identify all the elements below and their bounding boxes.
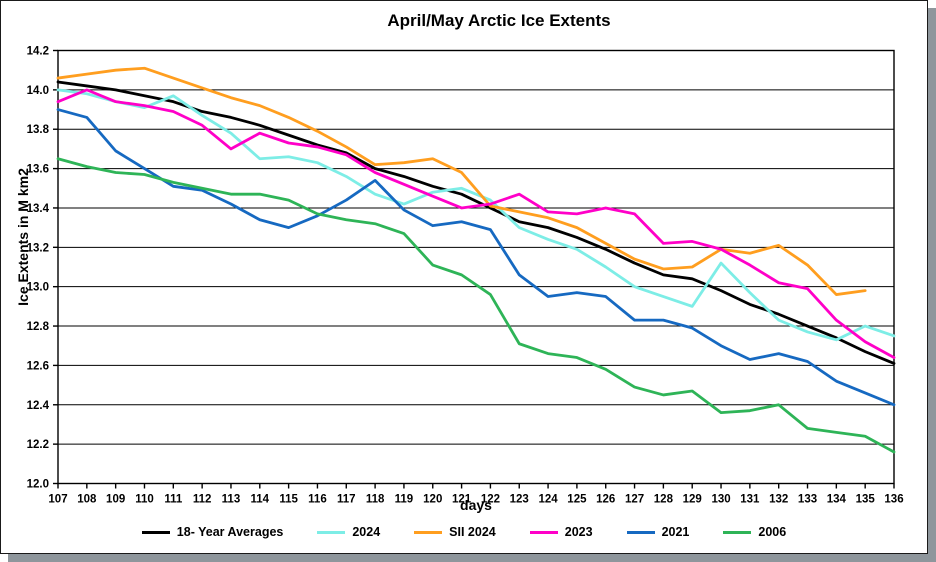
- y-tick-label: 13.6: [27, 164, 49, 176]
- y-tick-label: 13.2: [27, 242, 49, 254]
- x-tick-label: 133: [798, 494, 817, 506]
- legend-label-2023: 2023: [564, 525, 593, 539]
- x-tick-label: 119: [395, 494, 414, 506]
- x-tick-label: 132: [769, 494, 788, 506]
- x-tick-label: 126: [596, 494, 615, 506]
- x-axis-title: days: [460, 497, 492, 513]
- legend-item-18-year-averages: 18- Year Averages: [141, 525, 284, 539]
- legend-label-2006: 2006: [758, 525, 787, 539]
- x-tick-label: 122: [481, 494, 500, 506]
- series-line-18-year-averages: [56, 80, 896, 365]
- y-tick-label: 12.8: [27, 321, 50, 333]
- legend-item-2023: 2023: [529, 525, 593, 539]
- series-line-2021: [56, 108, 896, 407]
- x-tick-label: 117: [337, 494, 356, 506]
- legend-label-2024: 2024: [352, 525, 381, 539]
- chart-title: April/May Arctic Ice Extents: [387, 11, 611, 30]
- legend-item-2024: 2024: [317, 525, 380, 539]
- y-tick-label: 14.0: [27, 85, 49, 97]
- legend-swatch-2006: [723, 530, 752, 534]
- x-tick-label: 127: [625, 494, 644, 506]
- series-line-2006: [56, 157, 896, 454]
- legend-label-2021: 2021: [661, 525, 690, 539]
- x-tick-label: 129: [683, 494, 702, 506]
- y-tick-label: 12.6: [27, 360, 49, 372]
- legend-item-2006: 2006: [723, 525, 786, 539]
- legend: 18- Year Averages 2024 SII 2024 2023 2021 200…: [1, 525, 927, 539]
- x-tick-label: 130: [711, 494, 730, 506]
- chart-frame: April/May Arctic Ice Extents 12.0 12.2 12.…: [0, 0, 928, 554]
- y-tick-label: 12.4: [27, 400, 50, 412]
- y-tick-label: 12.0: [27, 479, 49, 491]
- legend-item-2021: 2021: [626, 525, 690, 539]
- plot-area: 12.0 12.2 12.4 12.6 12.8 13.0 13.2 13.4 13.6 13.8…: [27, 46, 904, 506]
- y-tick-label: 13.4: [27, 203, 50, 215]
- x-tick-label: 112: [193, 494, 212, 506]
- x-tick-label: 115: [279, 494, 298, 506]
- x-tick-label: 114: [251, 494, 270, 506]
- x-tick-label: 116: [308, 494, 327, 506]
- x-tick-label: 120: [423, 494, 442, 506]
- legend-swatch-2023: [529, 530, 558, 534]
- x-tick-label: 110: [135, 494, 154, 506]
- legend-swatch-2021: [626, 530, 655, 534]
- legend-swatch-18-year-averages: [141, 530, 170, 534]
- x-tick-label: 128: [654, 494, 674, 506]
- x-tick-label: 121: [452, 494, 472, 506]
- legend-swatch-sii-2024: [414, 530, 443, 534]
- window-shadow-bottom: [8, 554, 936, 562]
- x-tick-label: 124: [538, 494, 558, 506]
- series-line-2024: [56, 88, 896, 342]
- x-tick-label: 113: [222, 494, 241, 506]
- x-tick-label: 136: [884, 494, 903, 506]
- plot-border: [57, 49, 895, 485]
- y-tick-label: 14.2: [27, 46, 49, 58]
- window-shadow-right: [928, 8, 936, 562]
- y-tick-label: 12.2: [27, 439, 49, 451]
- y-axis-title: Ice Extents in M km2: [15, 168, 31, 306]
- legend-swatch-2024: [317, 530, 346, 534]
- x-tick-label: 111: [164, 494, 183, 506]
- legend-label-sii-2024: SII 2024: [449, 525, 496, 539]
- x-tick-label: 123: [510, 494, 529, 506]
- x-tick-label: 125: [567, 494, 587, 506]
- x-tick-label: 134: [827, 494, 847, 506]
- x-tick-label: 108: [77, 494, 97, 506]
- y-tick-label: 13.0: [27, 282, 49, 294]
- legend-label-18-year-averages: 18- Year Averages: [176, 525, 284, 539]
- x-tick-label: 131: [740, 494, 760, 506]
- legend-item-sii-2024: SII 2024: [414, 525, 496, 539]
- x-tick-label: 118: [366, 494, 385, 506]
- y-tick-label: 13.8: [27, 124, 50, 136]
- series-line-sii-2024: [56, 66, 867, 296]
- x-tick-label: 109: [106, 494, 125, 506]
- series-line-2023: [56, 88, 896, 359]
- x-tick-label: 135: [856, 494, 876, 506]
- x-tick-label: 107: [48, 494, 67, 506]
